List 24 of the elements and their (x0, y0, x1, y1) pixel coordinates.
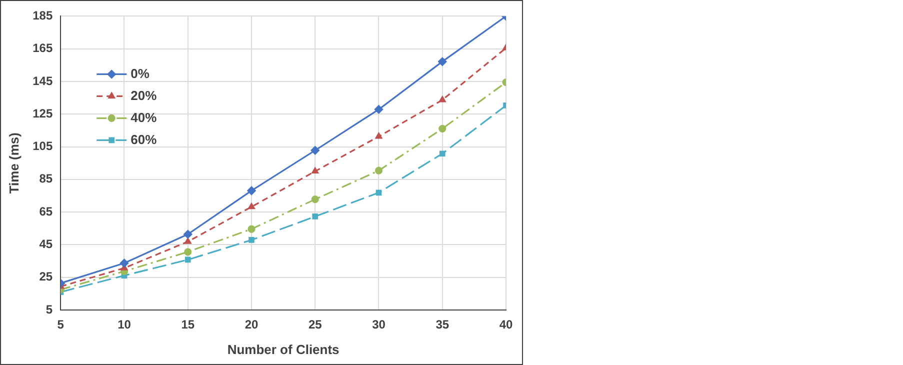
y-tick-label: 125 (32, 106, 53, 120)
legend-label: 40% (130, 110, 158, 125)
x-tick-label: 40 (499, 318, 513, 332)
y-tick-label: 185 (32, 8, 53, 23)
x-tick-label: 15 (181, 318, 195, 332)
x-tick-label: 25 (308, 318, 322, 332)
x-tick-label: 5 (57, 318, 64, 332)
legend-label: 0% (130, 66, 150, 81)
y-tick-label: 45 (39, 237, 53, 252)
x-tick-label: 35 (436, 318, 450, 332)
y-tick-label: 165 (32, 41, 53, 56)
y-tick-label: 5 (46, 302, 53, 316)
y-tick-label: 25 (39, 270, 53, 284)
y-tick-label: 145 (32, 74, 53, 88)
x-axis-title: Number of Clients (227, 342, 340, 357)
y-tick-label: 65 (39, 204, 53, 218)
legend-label: 60% (130, 132, 158, 147)
y-axis-title: Time (ms) (6, 132, 22, 194)
legend-label: 20% (130, 88, 158, 103)
y-tick-label: 85 (39, 172, 53, 186)
y-tick-label: 105 (32, 139, 53, 154)
x-tick-label: 30 (372, 318, 386, 332)
x-tick-label: 20 (244, 318, 258, 332)
x-tick-label: 10 (118, 318, 132, 332)
